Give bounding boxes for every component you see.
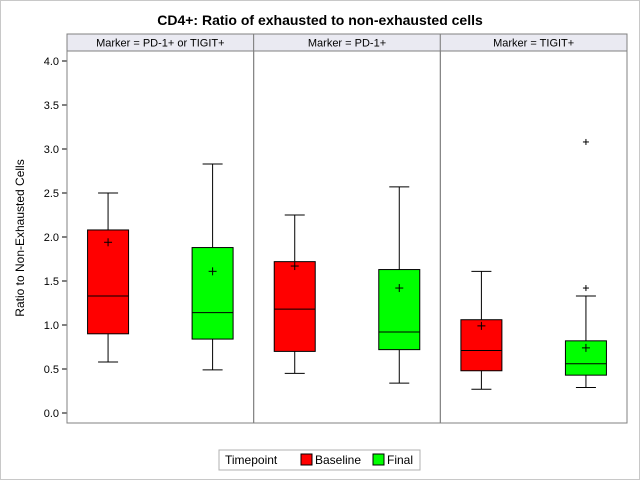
panel-frame [439, 50, 628, 424]
legend-entry-label: Final [387, 453, 413, 467]
legend-box [218, 449, 421, 471]
panel-header-label: Marker = TIGIT+ [493, 38, 574, 50]
y-tick-label: 0.0 [44, 408, 59, 420]
y-tick-label: 3.5 [44, 100, 59, 112]
box-final [564, 138, 607, 388]
y-tick-label: 1.0 [44, 320, 59, 332]
legend: Timepoint Baseline Final [218, 449, 421, 471]
y-tick-label: 3.0 [44, 144, 59, 156]
y-axis: 0.0 0.5 1.0 1.5 2.0 2.5 3.0 3.5 4.0 [44, 34, 68, 423]
box-final [378, 186, 421, 384]
panel-frame [253, 50, 441, 424]
iqr-box [273, 261, 316, 352]
iqr-box [378, 269, 421, 351]
legend-title: Timepoint [225, 453, 278, 467]
panel-header-label: Marker = PD-1+ [308, 38, 386, 50]
legend-entry-label: Baseline [315, 453, 361, 467]
panel: Marker = PD-1+ or TIGIT+ [66, 33, 255, 424]
panel: Marker = TIGIT+ [439, 33, 628, 424]
legend-swatch [300, 453, 313, 466]
chart-title: CD4+: Ratio of exhausted to non-exhauste… [157, 12, 483, 28]
box-baseline [87, 192, 130, 363]
y-tick-label: 2.0 [44, 232, 59, 244]
y-axis-label: Ratio to Non-Exhausted Cells [13, 159, 27, 316]
iqr-box [191, 247, 234, 340]
y-tick-label: 1.5 [44, 276, 59, 288]
panel-header-label: Marker = PD-1+ or TIGIT+ [96, 38, 224, 50]
y-tick-label: 0.5 [44, 364, 59, 376]
legend-swatch [372, 453, 385, 466]
box-baseline [460, 270, 503, 390]
y-tick-label: 4.0 [44, 56, 59, 68]
box-final [191, 163, 234, 371]
box-baseline [273, 214, 316, 374]
iqr-box [87, 229, 130, 335]
y-tick-label: 2.5 [44, 188, 59, 200]
panel: Marker = PD-1+ [253, 33, 441, 424]
panels: Marker = PD-1+ or TIGIT+ Marker = PD-1+ Ma… [66, 33, 628, 424]
